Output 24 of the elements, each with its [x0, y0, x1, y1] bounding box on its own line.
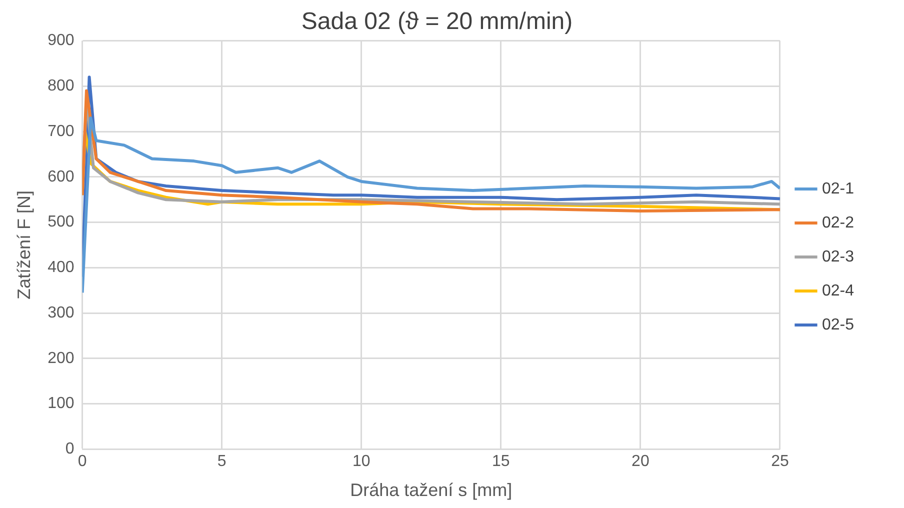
legend-label: 02-1: [822, 180, 854, 198]
x-axis-title: Dráha tažení s [mm]: [350, 480, 512, 500]
legend-label: 02-4: [822, 282, 854, 300]
y-tick-label: 600: [48, 168, 74, 186]
x-tick-label: 10: [352, 453, 370, 470]
legend-label: 02-2: [822, 214, 854, 232]
y-tick-label: 800: [48, 78, 74, 95]
y-tick-label: 400: [48, 259, 74, 276]
x-tick-label: 20: [632, 453, 650, 470]
x-tick-label: 5: [217, 453, 226, 470]
chart-title: Sada 02 (ϑ = 20 mm/min): [301, 8, 573, 36]
x-tick-label: 0: [78, 453, 87, 470]
y-tick-label: 0: [65, 440, 74, 458]
y-tick-label: 500: [48, 214, 74, 231]
x-tick-label: 25: [771, 453, 789, 470]
legend-label: 02-3: [822, 248, 854, 266]
y-tick-label: 200: [48, 350, 74, 367]
y-tick-label: 300: [48, 304, 74, 322]
y-tick-label: 700: [48, 122, 74, 140]
y-tick-label: 100: [48, 395, 74, 412]
legend-label: 02-5: [822, 316, 854, 334]
x-tick-label: 15: [492, 453, 510, 470]
y-axis-title: Zatížení F [N]: [14, 190, 34, 300]
y-tick-label: 900: [48, 32, 74, 50]
